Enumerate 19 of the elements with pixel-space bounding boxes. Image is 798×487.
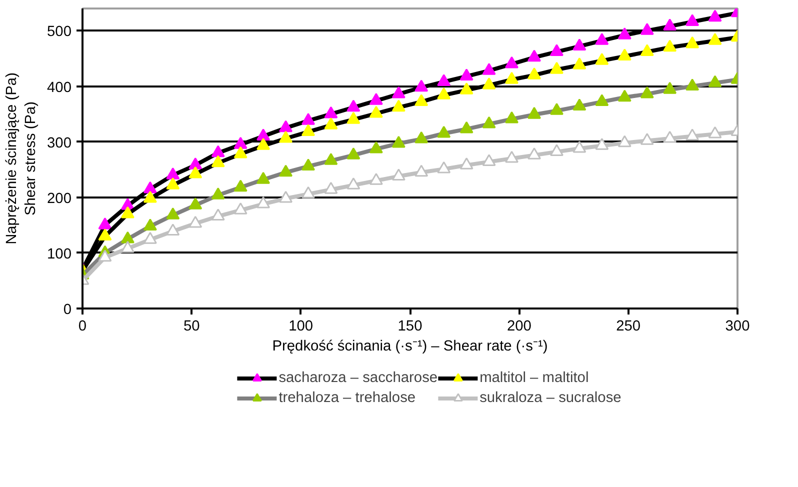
y-tick-label: 0 (63, 302, 72, 318)
x-tick-label: 200 (506, 318, 532, 334)
x-tick-label: 100 (288, 318, 314, 334)
legend-label: sukraloza – sucralose (480, 390, 622, 406)
x-axis-title: Prędkość ścinania (·s⁻¹) – Shear rate (·s⁻¹) (272, 338, 548, 354)
x-tick-label: 0 (78, 318, 87, 334)
legend-label: trehaloza – trehalose (278, 390, 416, 406)
y-tick-label: 300 (47, 135, 72, 152)
y-tick-label: 200 (47, 190, 72, 207)
y-tick-label: 500 (47, 24, 72, 40)
legend-label: maltitol – maltitol (480, 370, 589, 386)
x-tick-label: 300 (725, 318, 750, 334)
x-tick-label: 50 (184, 318, 200, 334)
y-tick-label: 400 (47, 80, 72, 96)
y-tick-label: 100 (47, 246, 72, 262)
x-tick-label: 250 (616, 318, 641, 334)
legend-label: sacharoza – saccharose (278, 370, 438, 386)
y-axis-title: Naprężenie ścinające (Pa) Shear stress (Pa) (4, 72, 40, 244)
x-tick-label: 150 (398, 318, 422, 334)
